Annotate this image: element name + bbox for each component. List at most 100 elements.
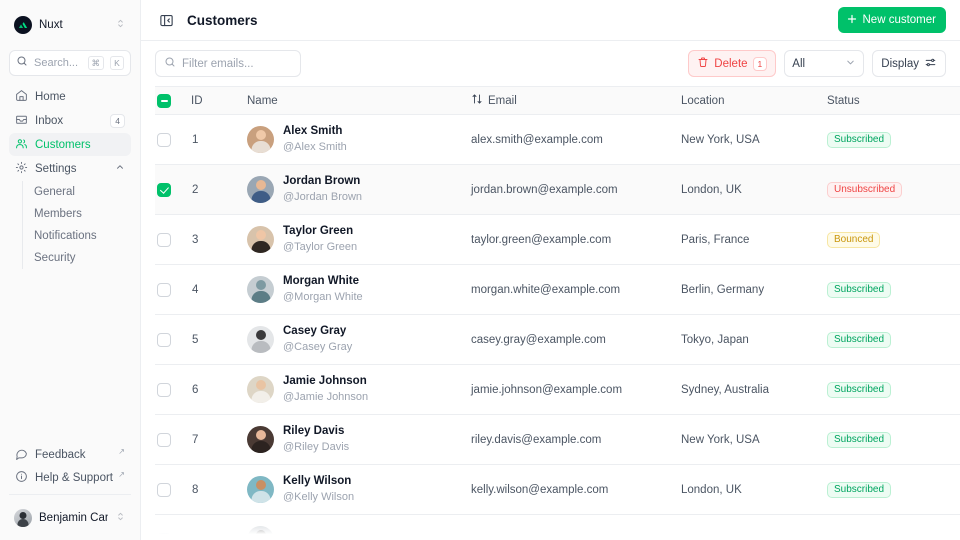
row-name-cell (245, 514, 469, 540)
table-row[interactable]: 7 Riley Davis @Riley Davis riley.davis@exam… (155, 414, 960, 465)
row-checkbox[interactable] (157, 132, 171, 147)
status-filter-select[interactable]: All (784, 50, 865, 77)
status-badge: Bounced (827, 231, 881, 248)
row-checkbox[interactable] (157, 332, 171, 347)
row-checkbox[interactable] (157, 232, 171, 247)
feedback-link[interactable]: Feedback ↗ (9, 443, 131, 466)
row-location-cell: London, UK (679, 164, 825, 215)
table-row[interactable]: 4 Morgan White @Morgan White morgan.white@e… (155, 264, 960, 315)
vertical-dots-icon[interactable] (955, 179, 960, 201)
vertical-dots-icon[interactable] (955, 429, 960, 451)
customer-handle: @Kelly Wilson (283, 490, 355, 503)
column-header-email[interactable]: Email (469, 86, 679, 115)
avatar (247, 425, 274, 453)
vertical-dots-icon[interactable] (955, 329, 960, 351)
sidebar-item-settings[interactable]: Settings (9, 157, 131, 180)
chevron-up-down-icon (115, 16, 126, 34)
table-header-row: ID Name Em (155, 86, 960, 115)
column-header-name[interactable]: Name (245, 86, 469, 115)
help-support-link[interactable]: Help & Support ↗ (9, 466, 131, 489)
column-header-location[interactable]: Location (679, 86, 825, 115)
sidebar-subitem-members[interactable]: Members (23, 203, 131, 225)
avatar (14, 509, 32, 527)
row-checkbox[interactable] (157, 382, 171, 397)
customer-handle: @Alex Smith (283, 140, 347, 153)
row-name-cell: Morgan White @Morgan White (245, 264, 469, 315)
row-select-cell (155, 514, 189, 540)
row-checkbox[interactable] (157, 182, 171, 197)
user-profile-switcher[interactable]: Benjamin Canac (8, 501, 132, 535)
customer-location: Berlin, Germany (681, 283, 765, 296)
sort-arrows-icon (471, 93, 483, 108)
vertical-dots-icon[interactable] (955, 129, 960, 151)
home-icon (15, 89, 28, 105)
row-id: 8 (192, 483, 199, 496)
select-all-header (155, 86, 189, 115)
table-row[interactable]: 1 Alex Smith @Alex Smith alex.smith@example… (155, 114, 960, 165)
customer-email: taylor.green@example.com (471, 233, 612, 246)
row-id: 6 (192, 383, 199, 396)
row-email-cell: riley.davis@example.com (469, 414, 679, 465)
sidebar-subitem-security[interactable]: Security (23, 247, 131, 269)
avatar (247, 325, 274, 353)
row-status-cell: Subscribed (825, 314, 943, 365)
row-email-cell: casey.gray@example.com (469, 314, 679, 365)
column-header-status[interactable]: Status (825, 86, 943, 115)
table-row[interactable]: 3 Taylor Green @Taylor Green taylor.green@e… (155, 214, 960, 265)
vertical-dots-icon[interactable] (955, 529, 960, 540)
row-name-cell: Alex Smith @Alex Smith (245, 114, 469, 165)
panel-left-collapse-icon[interactable] (155, 9, 177, 31)
filter-emails-input[interactable]: Filter emails... (155, 50, 301, 77)
sidebar-item-home[interactable]: Home (9, 85, 131, 108)
sidebar: Nuxt Search... ⌘ K (0, 0, 141, 540)
row-id: 3 (192, 233, 199, 246)
vertical-dots-icon[interactable] (955, 279, 960, 301)
help-support-label: Help & Support (35, 471, 113, 484)
search-input[interactable]: Search... ⌘ K (9, 50, 131, 76)
sliders-icon (924, 56, 937, 72)
table-row[interactable]: 9 (155, 514, 960, 540)
row-checkbox[interactable] (157, 532, 171, 540)
vertical-dots-icon[interactable] (955, 379, 960, 401)
table-row[interactable]: 8 Kelly Wilson @Kelly Wilson kelly.wilson@e… (155, 464, 960, 515)
customer-email: casey.gray@example.com (471, 333, 606, 346)
row-location-cell: New York, USA (679, 414, 825, 465)
table-row[interactable]: 2 Jordan Brown @Jordan Brown jordan.brown@e… (155, 164, 960, 215)
new-customer-button[interactable]: New customer (837, 7, 946, 33)
users-icon (15, 137, 28, 153)
row-select-cell (155, 414, 189, 465)
vertical-dots-icon[interactable] (955, 229, 960, 251)
row-checkbox[interactable] (157, 432, 171, 447)
chevron-down-icon (845, 57, 856, 71)
sidebar-subitem-notifications[interactable]: Notifications (23, 225, 131, 247)
sidebar-subitem-general[interactable]: General (23, 181, 131, 203)
row-name-cell: Jordan Brown @Jordan Brown (245, 164, 469, 215)
display-button[interactable]: Display (872, 50, 946, 77)
table-row[interactable]: 6 Jamie Johnson @Jamie Johnson jamie.johnso… (155, 364, 960, 415)
row-id: 7 (192, 433, 199, 446)
sidebar-item-inbox[interactable]: Inbox 4 (9, 109, 131, 132)
team-switcher[interactable]: Nuxt (8, 5, 132, 45)
column-label: Status (827, 94, 860, 107)
row-checkbox[interactable] (157, 282, 171, 297)
vertical-dots-icon[interactable] (955, 479, 960, 501)
footer-divider (9, 494, 131, 495)
status-badge: Subscribed (827, 281, 892, 298)
avatar (247, 375, 274, 403)
page-header: Customers New customer (141, 0, 960, 41)
column-header-id[interactable]: ID (189, 86, 245, 115)
table-row[interactable]: 5 Casey Gray @Casey Gray casey.gray@example… (155, 314, 960, 365)
delete-button[interactable]: Delete 1 (688, 50, 777, 77)
table-body: 1 Alex Smith @Alex Smith alex.smith@example… (155, 114, 960, 540)
sidebar-item-customers[interactable]: Customers (9, 133, 131, 156)
row-email-cell: jordan.brown@example.com (469, 164, 679, 215)
select-all-checkbox[interactable] (157, 93, 171, 108)
row-status-cell: Subscribed (825, 264, 943, 315)
customer-email: morgan.white@example.com (471, 283, 621, 296)
row-status-cell: Subscribed (825, 364, 943, 415)
display-label: Display (881, 57, 919, 70)
row-email-cell: kelly.wilson@example.com (469, 464, 679, 515)
customer-location: London, UK (681, 183, 742, 196)
row-checkbox[interactable] (157, 482, 171, 497)
row-location-cell: Paris, France (679, 214, 825, 265)
